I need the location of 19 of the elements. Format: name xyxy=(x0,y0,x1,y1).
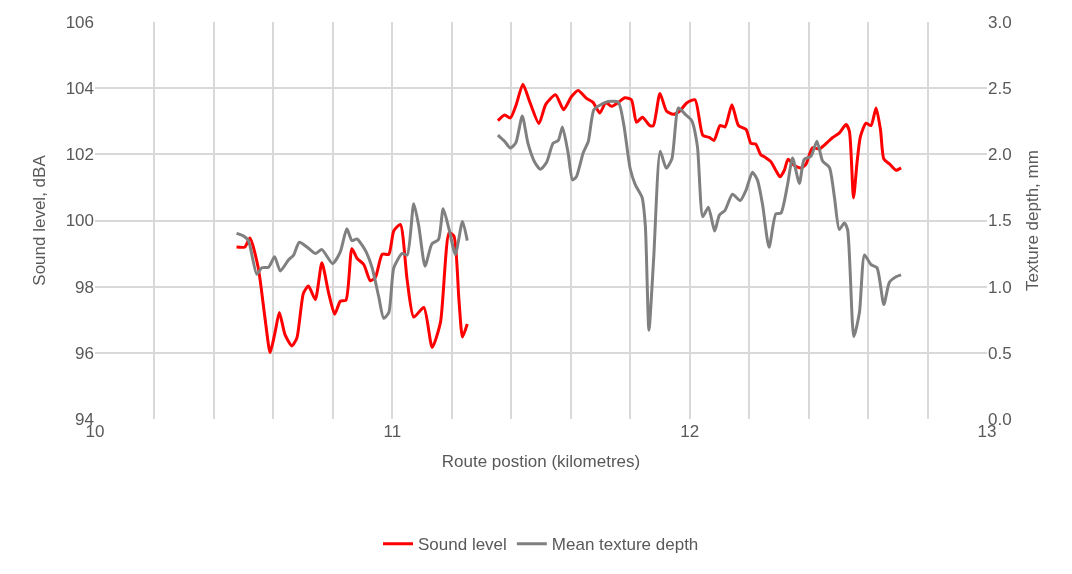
y2-tick-label: 2.5 xyxy=(988,79,1012,99)
y-tick-label: 96 xyxy=(75,343,94,363)
y-tick-label: 102 xyxy=(65,145,94,165)
y-tick-label: 100 xyxy=(65,211,94,231)
y-tick-label: 104 xyxy=(65,79,94,99)
x-tick-label: 12 xyxy=(680,422,700,441)
y-tick-label: 98 xyxy=(75,277,94,297)
y2-tick-label: 3.0 xyxy=(988,12,1012,32)
y-tick-label: 106 xyxy=(65,12,94,32)
y2-tick-label: 1.5 xyxy=(988,211,1012,231)
y2-tick-label: 0.5 xyxy=(988,343,1012,363)
y-axis-title: Sound level, dBA xyxy=(30,154,50,286)
x-tick-label: 11 xyxy=(383,422,402,441)
y2-axis-title: Texture depth, mm xyxy=(1023,150,1043,291)
legend-label: Mean texture depth xyxy=(551,535,699,555)
y2-tick-label: 2.0 xyxy=(988,145,1012,165)
y2-tick-label: 1.0 xyxy=(988,277,1012,297)
x-axis-title: Route postion (kilometres) xyxy=(441,452,641,472)
legend-label: Sound level xyxy=(418,535,507,555)
